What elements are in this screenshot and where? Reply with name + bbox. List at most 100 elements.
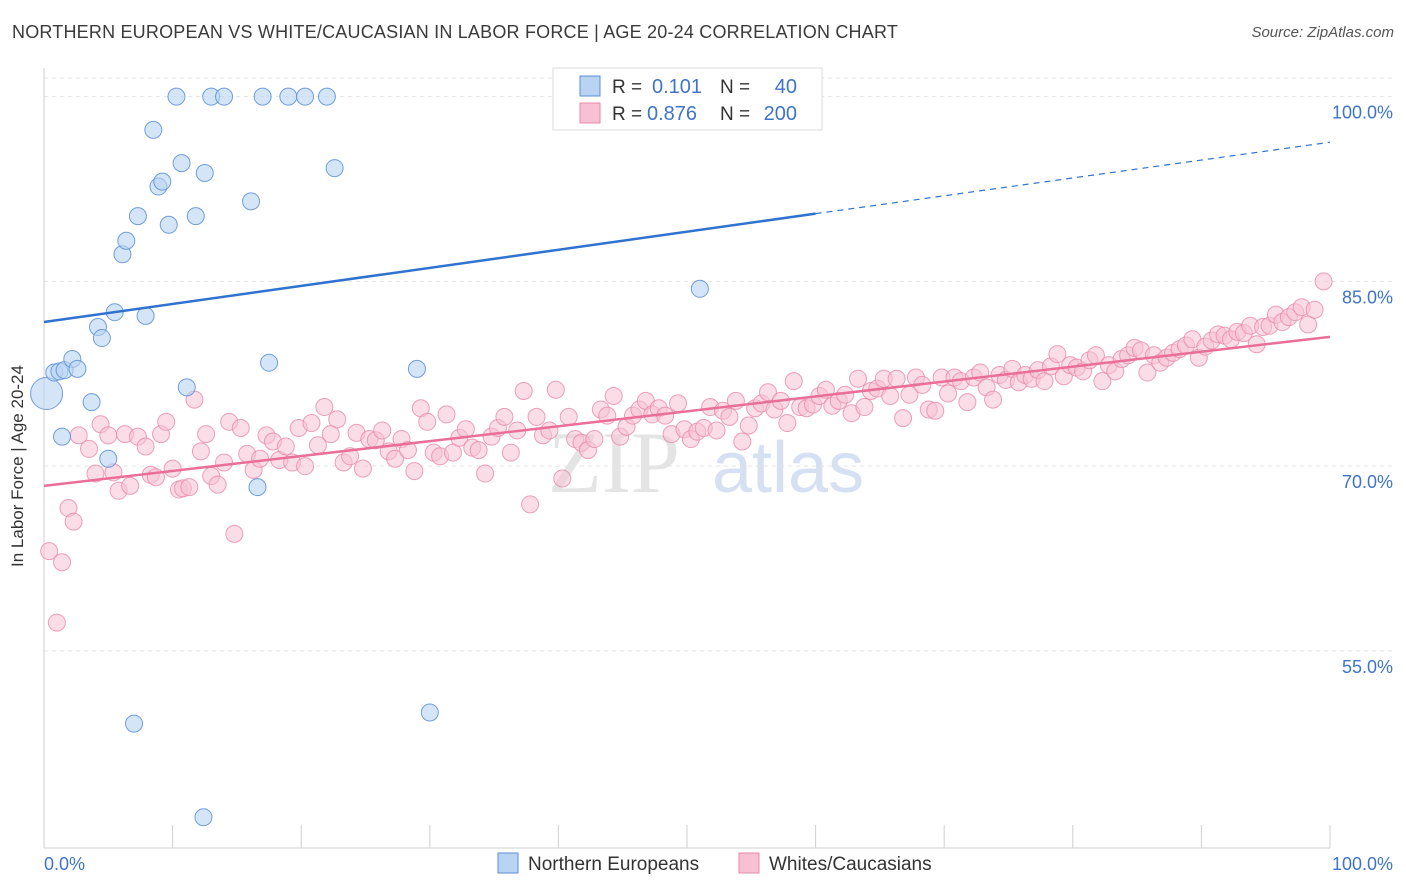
stats-legend: R = 0.101 N = 40 R = 0.876 N = 200 [552,67,823,131]
point-whites-caucasians [405,462,424,481]
legend-swatch-northern-europeans [497,852,519,874]
stats-swatch-blue [579,75,601,97]
point-northern-europeans [420,703,439,722]
point-whites-caucasians [540,421,559,440]
point-whites-caucasians [80,439,99,458]
point-whites-caucasians [163,459,182,478]
point-whites-caucasians [302,414,321,433]
gridlines [44,77,1395,652]
point-whites-caucasians [894,409,913,428]
point-northern-europeans [167,87,186,106]
stats-r-value-pink: 0.876 [647,103,697,125]
point-whites-caucasians [386,449,405,468]
point-whites-caucasians [668,394,687,413]
point-whites-caucasians [521,495,540,514]
point-whites-caucasians [315,398,334,417]
point-northern-europeans [153,172,172,191]
point-whites-caucasians [208,475,227,494]
point-whites-caucasians [733,432,752,451]
stats-n-value-blue: 40 [775,76,797,98]
point-northern-europeans [128,207,147,226]
point-whites-caucasians [1093,372,1112,391]
stats-n-label-blue: N = [720,77,750,98]
x-tick-labels: 0.0% 100.0% [44,854,1393,874]
stats-n-value-pink: 200 [764,103,797,125]
point-whites-caucasians [53,553,72,572]
y-tick-label-85: 85.0% [1342,287,1393,307]
point-whites-caucasians [469,441,488,460]
point-whites-caucasians [276,437,295,456]
point-whites-caucasians [64,512,83,531]
point-whites-caucasians [1305,300,1324,319]
point-northern-europeans [125,714,144,733]
point-whites-caucasians [251,449,270,468]
trend-lines [43,141,1331,488]
y-tick-label-100: 100.0% [1332,103,1393,123]
point-northern-europeans [253,87,272,106]
point-northern-europeans [317,87,336,106]
point-whites-caucasians [328,410,347,429]
trend-line-whites-caucasians [43,335,1331,488]
x-tick-label-100: 100.0% [1332,854,1393,874]
point-whites-caucasians [296,457,315,476]
point-whites-caucasians [40,542,59,561]
point-northern-europeans [144,120,163,139]
point-whites-caucasians [373,421,392,440]
point-whites-caucasians [604,386,623,405]
y-tick-label-55: 55.0% [1342,657,1393,677]
y-tick-label-70: 70.0% [1342,472,1393,492]
point-northern-europeans [172,154,191,173]
point-northern-europeans [136,306,155,325]
point-northern-europeans [68,359,87,378]
point-whites-caucasians [546,380,565,399]
point-northern-europeans [248,478,267,497]
x-ticks [172,825,1331,848]
point-whites-caucasians [180,478,199,497]
point-whites-caucasians [514,382,533,401]
point-whites-caucasians [225,524,244,543]
point-northern-europeans [186,207,205,226]
point-whites-caucasians [784,372,803,391]
point-whites-caucasians [495,407,514,426]
axes [43,68,1330,849]
point-northern-europeans [242,192,261,211]
point-northern-europeans [159,215,178,234]
stats-r-label-pink: R = [612,104,642,125]
point-whites-caucasians [437,405,456,424]
chart-title: NORTHERN EUROPEAN VS WHITE/CAUCASIAN IN … [12,22,899,42]
stats-n-label-pink: N = [720,104,750,125]
point-northern-europeans [690,279,709,298]
stats-r-value-blue: 0.101 [652,76,702,98]
point-whites-caucasians [99,426,118,445]
point-whites-caucasians [1138,363,1157,382]
point-whites-caucasians [1314,272,1333,291]
point-whites-caucasians [553,469,572,488]
point-whites-caucasians [527,407,546,426]
point-whites-caucasians [849,369,868,388]
point-northern-europeans [325,159,344,178]
legend-swatch-whites-caucasians [738,852,760,874]
bottom-legend: Northern Europeans Whites/Caucasians [497,852,932,875]
y-tick-labels: 100.0% 85.0% 70.0% 55.0% [1332,103,1393,677]
point-whites-caucasians [939,384,958,403]
point-whites-caucasians [881,386,900,405]
point-northern-europeans [117,231,136,250]
legend-label-whites-caucasians: Whites/Caucasians [769,854,932,875]
point-whites-caucasians [887,369,906,388]
point-northern-europeans [215,87,234,106]
x-tick-label-0: 0.0% [44,854,85,874]
point-northern-europeans [82,393,101,412]
point-whites-caucasians [559,407,578,426]
point-whites-caucasians [157,412,176,431]
point-northern-europeans [195,164,214,183]
point-whites-caucasians [231,418,250,437]
point-northern-europeans [177,378,196,397]
source-label: Source: ZipAtlas.com [1251,24,1394,41]
point-northern-europeans [296,87,315,106]
point-whites-caucasians [501,443,520,462]
point-whites-caucasians [398,441,417,460]
watermark-zip: ZIP [548,415,680,512]
point-whites-caucasians [585,430,604,449]
point-whites-caucasians [707,421,726,440]
